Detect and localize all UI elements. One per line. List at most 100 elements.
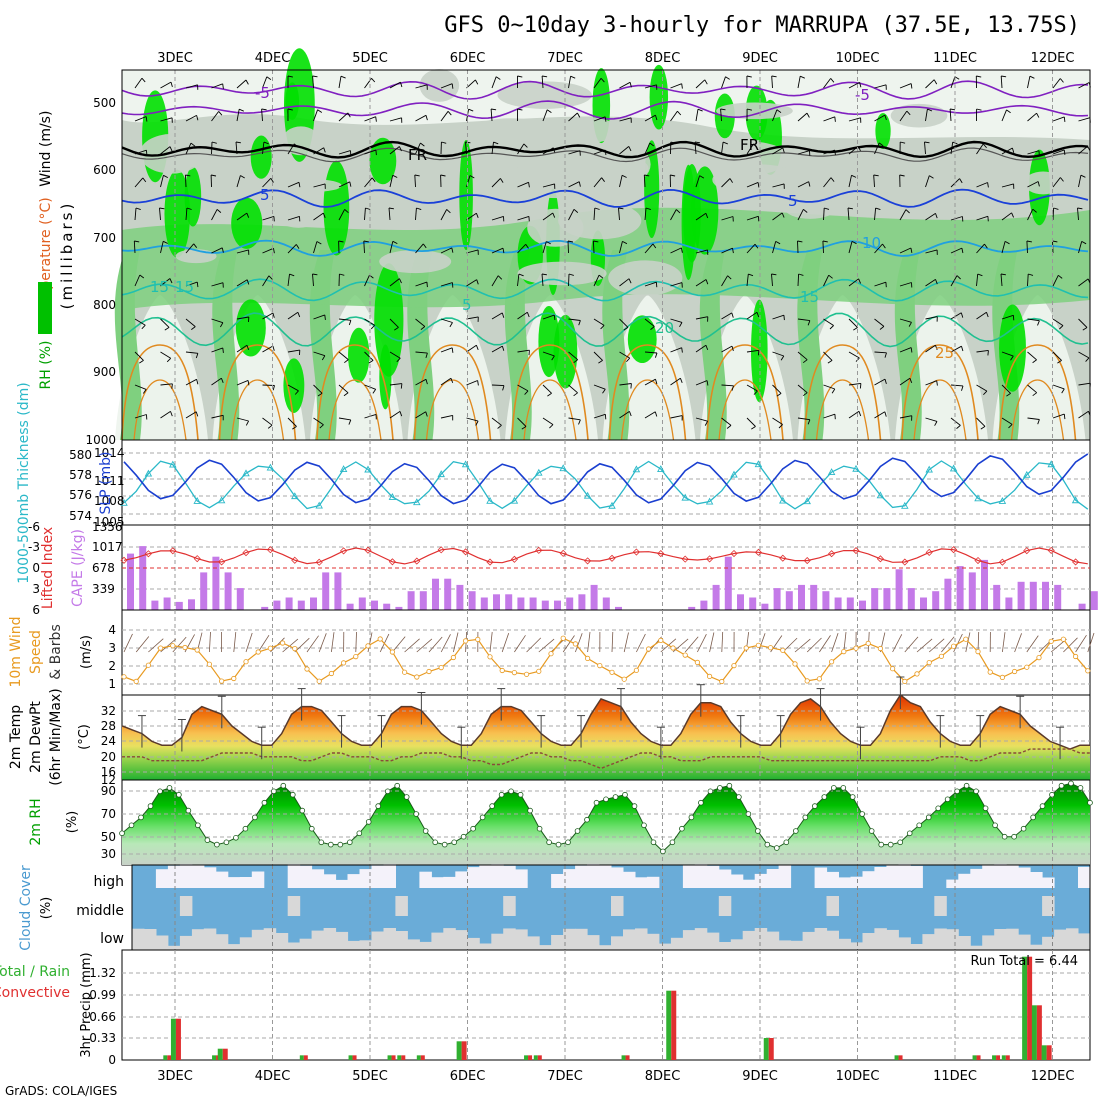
- precip-bar-convective: [401, 1055, 405, 1060]
- footer-credit: GrADS: COLA/IGES: [5, 1084, 117, 1098]
- cloud-low-clear: [659, 944, 672, 950]
- cloud-high-clear: [815, 868, 828, 889]
- rh-marker: [945, 797, 950, 802]
- cape-bar: [151, 601, 158, 610]
- wind-marker: [402, 670, 406, 674]
- rh-marker: [803, 815, 808, 820]
- contour-label: 5: [788, 192, 798, 210]
- cloud-low-clear: [1018, 935, 1031, 950]
- cloud-low-clear: [683, 930, 696, 950]
- wind-marker: [561, 636, 565, 640]
- wind-marker: [158, 646, 162, 650]
- cape-bar: [896, 569, 903, 610]
- wind-marker: [219, 679, 223, 683]
- top-date-label: 12DEC: [1031, 51, 1075, 66]
- cloud-high-clear: [863, 871, 876, 888]
- wind-marker: [622, 677, 626, 681]
- cape-bar: [1042, 582, 1049, 610]
- cloud-low-clear: [958, 936, 971, 950]
- cloud-low-clear: [982, 935, 995, 950]
- wind-marker: [232, 676, 236, 680]
- contour-label: 5: [260, 186, 270, 204]
- cloud-low-clear: [767, 932, 780, 950]
- saturated-cell: [324, 161, 350, 256]
- rh-marker: [699, 800, 704, 805]
- precip-bar-total: [349, 1055, 353, 1060]
- cloud-high-clear: [372, 866, 385, 888]
- panel-wind-bg: [122, 610, 1090, 695]
- cloud-high-clear: [695, 864, 708, 888]
- rh-marker: [328, 842, 333, 847]
- wind-marker: [720, 679, 724, 683]
- rh-marker: [471, 826, 476, 831]
- tick-label: 0: [108, 1053, 116, 1067]
- wind-barb-flag: [605, 150, 606, 155]
- cape-bar: [603, 598, 610, 611]
- rh-marker: [879, 842, 884, 847]
- precip-bar-total: [212, 1055, 216, 1060]
- cloud-high-clear: [252, 872, 264, 889]
- wind-barb-flag: [860, 383, 861, 388]
- cape-bar: [749, 598, 756, 611]
- cloud-high-clear: [886, 865, 899, 889]
- cloud-low-clear: [779, 940, 792, 950]
- saturated-cell: [236, 299, 266, 356]
- cloud-mid-clear: [934, 896, 947, 916]
- cloud-low-clear: [168, 946, 181, 950]
- cloud-high-clear: [575, 866, 588, 888]
- rh-marker: [594, 800, 599, 805]
- cloud-low-clear: [743, 931, 756, 950]
- rh-marker: [680, 826, 685, 831]
- contour-label: 5: [462, 296, 472, 314]
- wind-marker: [927, 660, 931, 664]
- wind-barb: [1027, 241, 1028, 253]
- cloud-high-clear: [767, 869, 780, 888]
- wind-marker: [598, 663, 602, 667]
- rh-marker: [765, 842, 770, 847]
- rh-marker: [186, 808, 191, 813]
- cape-bar: [578, 594, 585, 610]
- wind-marker: [707, 674, 711, 678]
- cloud-low-clear: [264, 928, 277, 950]
- bottom-date-label: 10DEC: [836, 1069, 880, 1084]
- cloud-low-clear: [503, 928, 516, 950]
- rh-marker: [755, 829, 760, 834]
- cloud-low-clear: [946, 929, 959, 950]
- cloud-low-clear: [228, 944, 241, 950]
- cloud-low-clear: [934, 929, 947, 951]
- cape-bar: [957, 566, 964, 610]
- cape-bar: [822, 591, 829, 610]
- wind-marker: [915, 672, 919, 676]
- rh-marker: [888, 842, 893, 847]
- cloud-mid-clear: [719, 896, 732, 916]
- saturated-cell: [650, 65, 668, 130]
- cloud-high-clear: [647, 877, 660, 888]
- cloud-high-clear: [1018, 868, 1031, 889]
- precip-bar-convective: [996, 1055, 1000, 1060]
- wind-marker: [183, 645, 187, 649]
- cloud-mid-clear: [180, 896, 193, 916]
- wind-marker: [268, 646, 272, 650]
- cape-bar: [347, 604, 354, 610]
- rh-marker: [1040, 804, 1045, 809]
- slp-label: SLP (mb): [98, 451, 114, 514]
- precip-bar-total: [622, 1055, 626, 1060]
- wind-marker: [171, 644, 175, 648]
- rh-marker: [850, 795, 855, 800]
- rh-marker: [1050, 792, 1055, 797]
- cape-bar: [810, 585, 817, 610]
- temp-label-2: 2m DewPt: [28, 701, 44, 773]
- cloud-low-clear: [192, 929, 205, 950]
- rh-marker: [689, 815, 694, 820]
- cape-bar: [176, 602, 183, 610]
- cloud-low-clear: [803, 932, 816, 950]
- wind-marker: [1012, 669, 1016, 673]
- wind-barb: [185, 175, 186, 187]
- precip-bar-total: [524, 1055, 528, 1060]
- rh-marker: [509, 789, 514, 794]
- cloud-high-clear: [958, 874, 971, 888]
- cloud-low-clear: [575, 929, 588, 950]
